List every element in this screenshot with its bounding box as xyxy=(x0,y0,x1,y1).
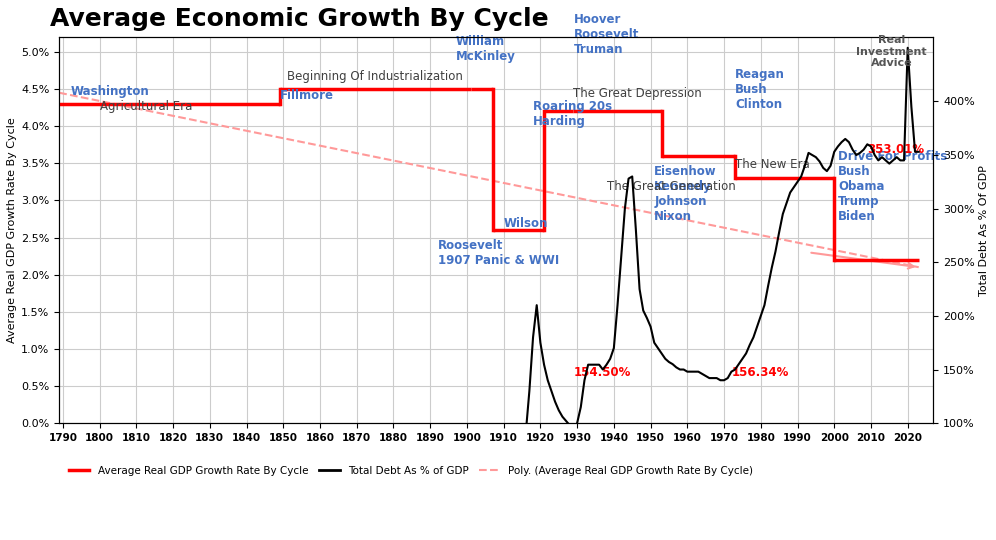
Text: Roosevelt
1907 Panic & WWI: Roosevelt 1907 Panic & WWI xyxy=(437,239,559,267)
Text: Roaring 20s
Harding: Roaring 20s Harding xyxy=(533,100,613,128)
Text: Drive For Profits
Bush
Obama
Trump
Biden: Drive For Profits Bush Obama Trump Biden xyxy=(838,150,947,222)
Text: The Great Depression: The Great Depression xyxy=(574,87,702,100)
Y-axis label: Total Debt As % Of GDP: Total Debt As % Of GDP xyxy=(979,165,989,295)
Text: 353.01%: 353.01% xyxy=(868,143,924,156)
Text: 156.34%: 156.34% xyxy=(731,366,789,379)
Text: Average Economic Growth By Cycle: Average Economic Growth By Cycle xyxy=(51,7,549,31)
Text: Eisenhow
Kennedy
Johnson
Nixon: Eisenhow Kennedy Johnson Nixon xyxy=(654,165,717,222)
Text: The New Era: The New Era xyxy=(735,158,810,171)
Text: Hoover
Roosevelt
Truman: Hoover Roosevelt Truman xyxy=(574,12,638,56)
Text: Washington: Washington xyxy=(71,85,149,98)
Text: The Great Generation: The Great Generation xyxy=(607,180,735,193)
Text: Wilson: Wilson xyxy=(504,217,548,230)
Text: 154.50%: 154.50% xyxy=(574,366,630,379)
Y-axis label: Average Real GDP Growth Rate By Cycle: Average Real GDP Growth Rate By Cycle xyxy=(7,117,17,343)
Text: Beginning Of Industrialization: Beginning Of Industrialization xyxy=(287,70,463,83)
Text: Reagan
Bush
Clinton: Reagan Bush Clinton xyxy=(735,68,785,111)
Text: Agricultural Era: Agricultural Era xyxy=(100,100,192,113)
Legend: Average Real GDP Growth Rate By Cycle, Total Debt As % of GDP, Poly. (Average Re: Average Real GDP Growth Rate By Cycle, T… xyxy=(65,461,757,480)
Text: William
McKinley: William McKinley xyxy=(456,35,516,63)
Text: Real
Investment
Advice: Real Investment Advice xyxy=(857,35,926,68)
Text: Fillmore: Fillmore xyxy=(280,90,334,103)
